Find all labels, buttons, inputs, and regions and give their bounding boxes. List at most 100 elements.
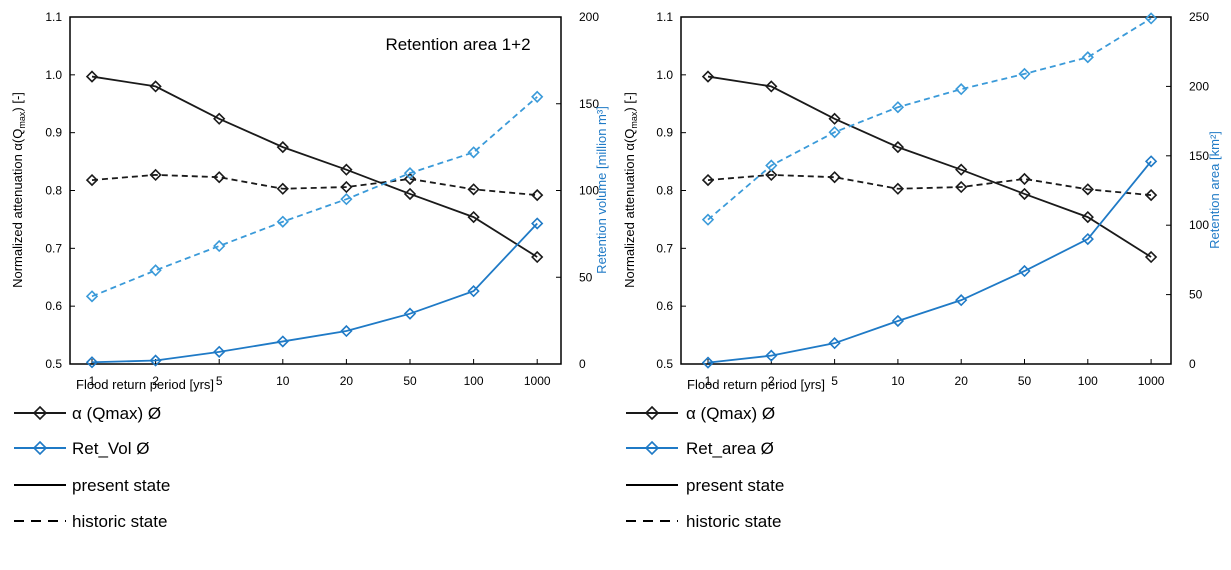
data-point-alpha_present: [955, 163, 968, 176]
y2-tick-label: 0: [579, 357, 586, 371]
x-tick-label: 1000: [1138, 374, 1165, 388]
data-point-alpha_historic: [1081, 183, 1094, 196]
data-point-alpha_present: [149, 80, 162, 93]
data-point-ret_present: [276, 335, 289, 348]
y-tick-label: 1.0: [45, 68, 62, 82]
data-point-alpha_historic: [701, 173, 715, 187]
y-tick-label: 0.8: [45, 184, 62, 198]
chart-panel: 0.5 0.6 0.7 0.8 0.9 1.0 1.1 0 50 100 150 200 1 2 5 10 20…: [10, 10, 609, 531]
legend-label: historic state: [72, 512, 167, 531]
data-point-ret_historic: [1144, 12, 1158, 25]
data-point-alpha_present: [85, 70, 99, 83]
legend-label: Ret_Vol Ø: [72, 439, 150, 458]
data-point-ret_present: [531, 217, 544, 230]
x-tick-label: 5: [216, 374, 223, 388]
data-point-ret_historic: [531, 90, 544, 103]
x-tick-label: 2: [768, 374, 775, 388]
legend-item-solid: present state: [626, 476, 784, 495]
x-tick-label: 50: [1018, 374, 1032, 388]
y-tick-label: 1.0: [656, 68, 673, 82]
x-tick-label: 10: [276, 374, 290, 388]
y-tick-label: 0.5: [656, 357, 673, 371]
data-point-alpha_historic: [531, 188, 544, 202]
y2-tick-label: 150: [1189, 149, 1209, 163]
data-point-ret_present: [213, 345, 226, 358]
y-axis-label-main: Normalized attenuation α(Q: [622, 129, 637, 288]
data-point-ret_historic: [340, 193, 353, 206]
data-point-ret_historic: [276, 215, 289, 228]
series-line-alpha_historic: [707, 173, 1152, 197]
data-point-alpha_historic: [276, 182, 289, 195]
legend-label: α (Qmax) Ø: [72, 404, 161, 423]
y-axis-label: Normalized attenuation α(Qmax) [-]: [10, 92, 27, 288]
x-tick-label: 100: [1078, 374, 1098, 388]
y-tick-label: 1.1: [45, 10, 62, 24]
y-tick-label: 0.6: [45, 299, 62, 313]
data-point-alpha_historic: [467, 183, 480, 196]
x-tick-label: 10: [891, 374, 905, 388]
legend-swatch-marker: [32, 440, 48, 456]
y-axis-label: Normalized attenuation α(Qmax) [-]: [622, 92, 639, 288]
data-point-ret_present: [701, 356, 715, 369]
legend-item-dash: historic state: [14, 512, 167, 531]
y2-tick-label: 0: [1189, 357, 1196, 371]
x-tick-label: 100: [464, 374, 484, 388]
y-tick-label: 0.8: [656, 184, 673, 198]
series-line-ret_historic: [707, 17, 1152, 221]
y2-tick-label: 100: [579, 184, 599, 198]
legend-item-solid: present state: [14, 476, 170, 495]
data-point-ret_historic: [403, 167, 417, 180]
legend-item-alpha: α (Qmax) Ø: [14, 404, 161, 423]
legend-label: present state: [72, 476, 170, 495]
data-point-ret_present: [403, 307, 417, 320]
data-point-alpha_present: [276, 140, 289, 154]
y-tick-label: 0.5: [45, 357, 62, 371]
chart-annotation: Retention area 1+2: [385, 35, 530, 54]
data-point-ret_present: [891, 314, 905, 328]
data-point-alpha_present: [1018, 187, 1031, 201]
data-point-alpha_present: [828, 112, 841, 125]
series-alpha_present: [701, 70, 1158, 264]
y2-tick-label: 150: [579, 97, 599, 111]
series-line-alpha_present: [91, 75, 538, 258]
data-point-ret_historic: [467, 146, 480, 159]
series-ret_historic: [701, 12, 1158, 226]
y-axis-label-main: Normalized attenuation α(Q: [10, 129, 25, 288]
y-axis-label-end: ) [-]: [10, 92, 25, 112]
data-point-alpha_present: [403, 187, 417, 201]
x-axis-label: Flood return period [yrs]: [76, 377, 214, 392]
data-point-alpha_historic: [213, 171, 226, 184]
x-tick-label: 1: [89, 374, 96, 388]
data-point-alpha_historic: [149, 168, 162, 182]
data-point-ret_present: [828, 337, 841, 350]
y-tick-label: 0.9: [45, 126, 62, 140]
data-point-alpha_historic: [891, 182, 905, 195]
data-point-alpha_historic: [765, 168, 778, 182]
y2-axis-label: Retention area [km²]: [1207, 131, 1222, 249]
data-point-ret_historic: [149, 264, 162, 277]
x-tick-label: 1: [705, 374, 712, 388]
x-tick-label: 20: [340, 374, 354, 388]
data-point-alpha_historic: [1144, 188, 1158, 202]
y-axis-label-sub: max: [17, 111, 27, 129]
y2-axis-label: Retention volume [million m³]: [594, 106, 609, 274]
data-point-ret_present: [467, 284, 480, 298]
legend: α (Qmax) Ø Ret_Vol Ø present state historic…: [14, 404, 170, 531]
legend-item-ret: Ret_Vol Ø: [14, 439, 150, 458]
data-point-alpha_present: [701, 70, 715, 83]
data-point-alpha_present: [531, 250, 544, 264]
data-point-ret_historic: [891, 101, 905, 114]
data-point-alpha_present: [213, 112, 226, 125]
x-tick-label: 20: [955, 374, 969, 388]
data-point-alpha_present: [1144, 250, 1158, 264]
y-tick-label: 0.9: [656, 126, 673, 140]
legend-swatch-marker: [644, 440, 660, 456]
series-alpha_historic: [701, 168, 1158, 202]
data-point-ret_historic: [85, 290, 99, 303]
data-point-ret_historic: [765, 159, 778, 172]
legend-item-ret: Ret_area Ø: [626, 439, 774, 458]
data-point-ret_present: [955, 294, 968, 307]
x-tick-label: 2: [152, 374, 159, 388]
